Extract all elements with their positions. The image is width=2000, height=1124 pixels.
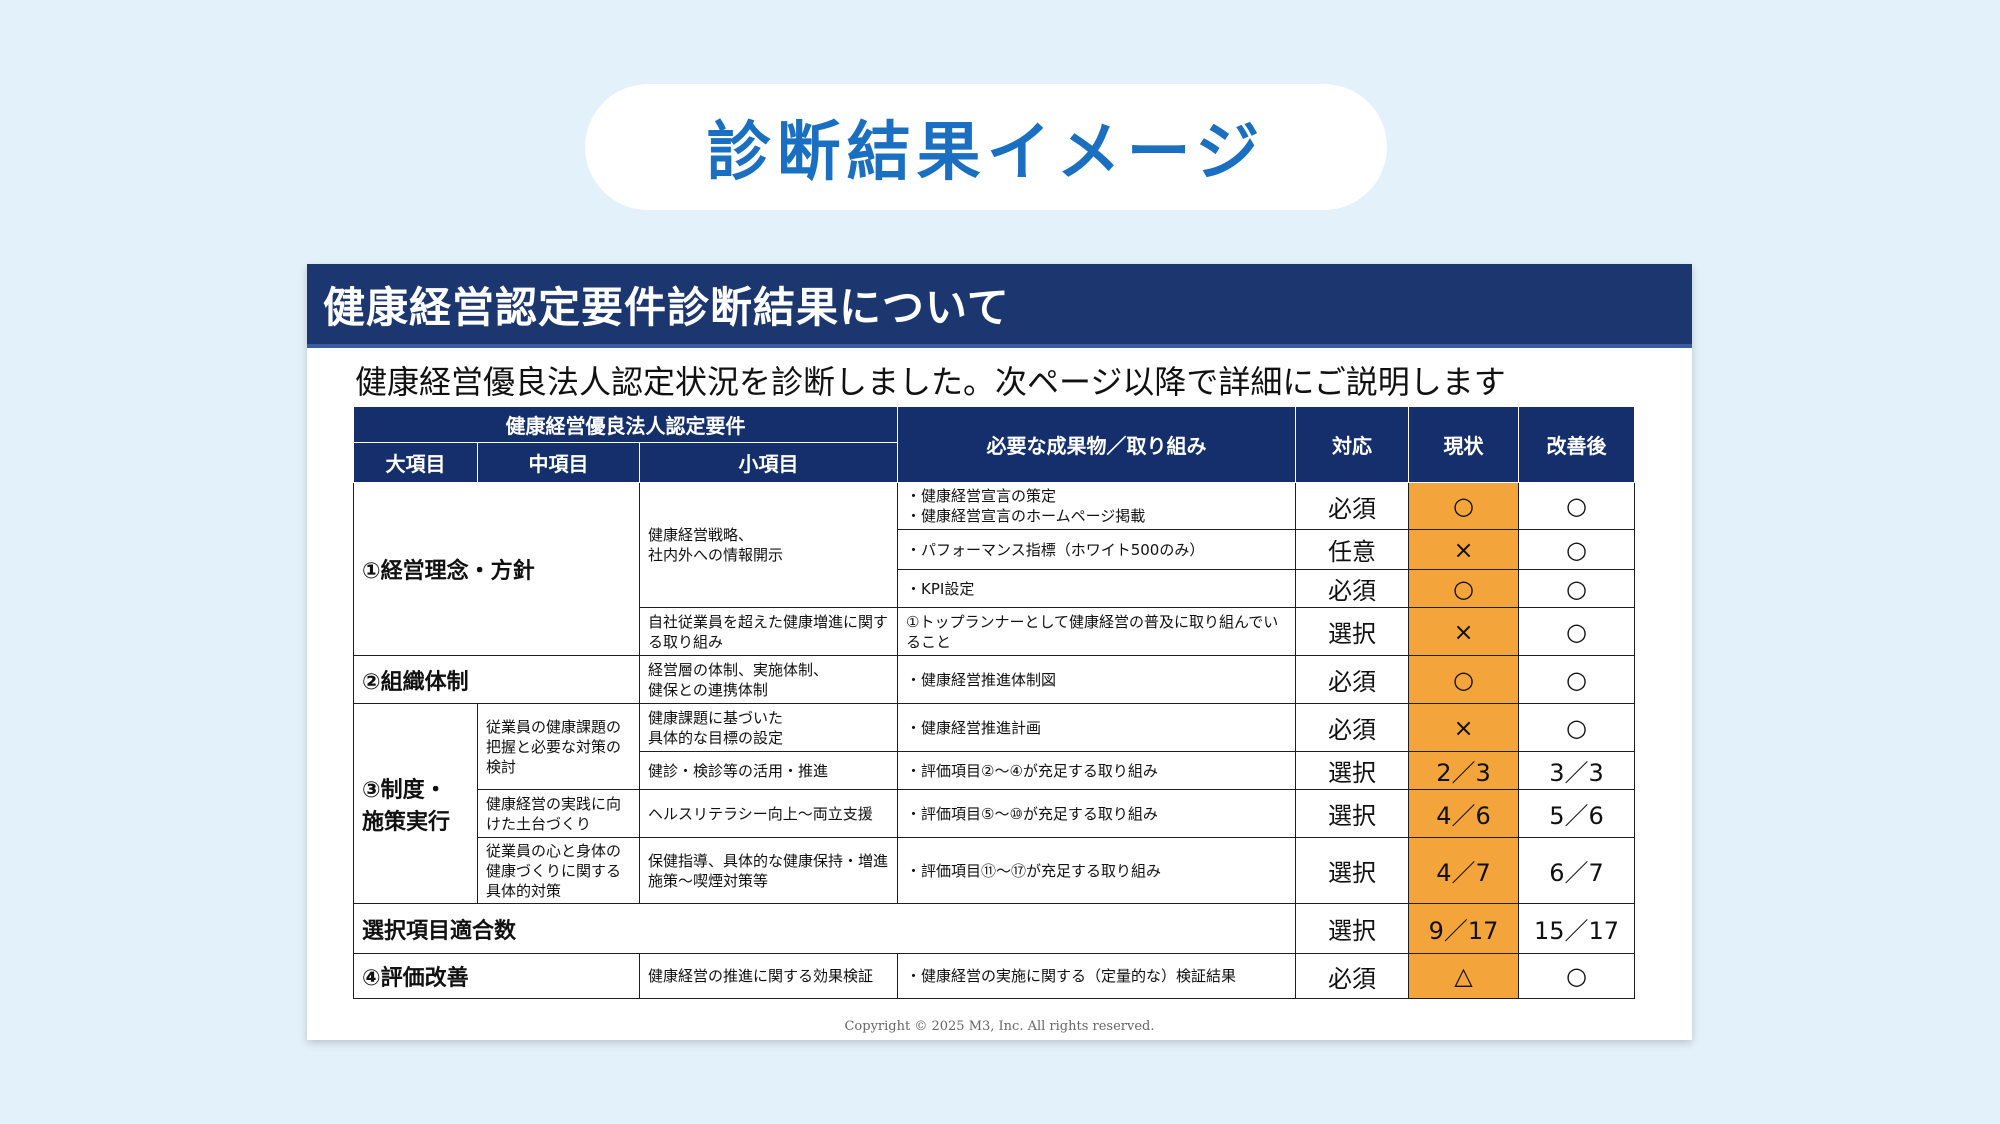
current-status-cell: ○ bbox=[1408, 655, 1520, 704]
header-improved: 改善後 bbox=[1518, 406, 1636, 483]
current-status-cell: 9／17 bbox=[1408, 903, 1520, 954]
table-row: ②組織体制 経営層の体制、実施体制、 健保との連携体制 ・健康経営推進体制図 必… bbox=[353, 655, 1636, 704]
improved-status-cell: ○ bbox=[1518, 607, 1636, 656]
header-deliverable: 必要な成果物／取り組み bbox=[897, 406, 1297, 483]
improved-status-cell: ○ bbox=[1518, 953, 1636, 999]
current-status-cell: ○ bbox=[1408, 569, 1520, 608]
minor-cell: ヘルスリテラシー向上～両立支援 bbox=[638, 789, 899, 838]
deliverable-cell: ①トップランナーとして健康経営の普及に取り組んでいること bbox=[897, 607, 1297, 656]
major-cell: ①経営理念・方針 bbox=[353, 482, 640, 656]
slide-title: 健康経営認定要件診断結果について bbox=[323, 282, 1010, 332]
current-status-cell: 2／3 bbox=[1408, 751, 1520, 790]
minor-cell: 保健指導、具体的な健康保持・増進施策～喫煙対策等 bbox=[638, 837, 899, 904]
table-row: ④評価改善 健康経営の推進に関する効果検証 ・健康経営の実施に関する（定量的な）… bbox=[353, 953, 1636, 999]
deliverable-cell: ・評価項目⑪～⑰が充足する取り組み bbox=[897, 837, 1297, 904]
improved-status-cell: ○ bbox=[1518, 482, 1636, 530]
major-cell: ④評価改善 bbox=[353, 953, 640, 999]
type-cell: 選択 bbox=[1295, 789, 1410, 838]
header-minor: 小項目 bbox=[638, 442, 899, 483]
header-group: 健康経営優良法人認定要件 bbox=[352, 406, 899, 443]
type-cell: 選択 bbox=[1295, 903, 1410, 954]
current-status-cell: × bbox=[1408, 703, 1520, 752]
improved-status-cell: 5／6 bbox=[1518, 789, 1636, 838]
improved-status-cell: ○ bbox=[1518, 529, 1636, 570]
deliverable-cell: ・評価項目②～④が充足する取り組み bbox=[897, 751, 1297, 790]
improved-status-cell: ○ bbox=[1518, 703, 1636, 752]
minor-cell: 健康経営の推進に関する効果検証 bbox=[638, 953, 899, 999]
table-row: ①経営理念・方針 健康経営戦略、 社内外への情報開示 ・健康経営宣言の策定 ・健… bbox=[353, 482, 1636, 656]
type-cell: 任意 bbox=[1295, 529, 1410, 570]
deliverable-cell: ・健康経営推進体制図 bbox=[897, 655, 1297, 704]
current-status-cell: × bbox=[1408, 529, 1520, 570]
minor-cell: 経営層の体制、実施体制、 健保との連携体制 bbox=[638, 655, 899, 704]
deliverable-cell: ・健康経営の実施に関する（定量的な）検証結果 bbox=[897, 953, 1297, 999]
header-row-1: 健康経営優良法人認定要件 必要な成果物／取り組み 対応 現状 改善後 bbox=[352, 406, 1636, 483]
header-current: 現状 bbox=[1408, 406, 1520, 483]
type-cell: 選択 bbox=[1295, 837, 1410, 904]
deliverable-cell: ・健康経営推進計画 bbox=[897, 703, 1297, 752]
banner-title: 診断結果イメージ bbox=[706, 116, 1266, 190]
type-cell: 選択 bbox=[1295, 751, 1410, 790]
title-banner: 診断結果イメージ bbox=[585, 84, 1387, 210]
table-row: 自社従業員を超えた健康増進に関する取り組み ①トップランナーとして健康経営の普及… bbox=[354, 607, 1636, 656]
middle-cell: 健康経営の実践に向けた土台づくり bbox=[477, 789, 640, 838]
slide: 健康経営認定要件診断結果について 健康経営優良法人認定状況を診断しました。次ペー… bbox=[307, 264, 1692, 1040]
improved-status-cell: 3／3 bbox=[1518, 751, 1636, 790]
header-middle: 中項目 bbox=[477, 442, 640, 483]
deliverable-cell: ・パフォーマンス指標（ホワイト500のみ） bbox=[897, 529, 1297, 570]
current-status-cell: × bbox=[1408, 607, 1520, 656]
type-cell: 必須 bbox=[1295, 655, 1410, 704]
copyright: Copyright © 2025 M3, Inc. All rights res… bbox=[844, 1019, 1155, 1034]
middle-cell: 従業員の心と身体の健康づくりに関する具体的対策 bbox=[477, 837, 640, 904]
deliverable-cell: ・健康経営宣言の策定 ・健康経営宣言のホームページ掲載 bbox=[897, 482, 1297, 530]
minor-cell: 健診・検診等の活用・推進 bbox=[638, 751, 899, 790]
type-cell: 必須 bbox=[1295, 482, 1410, 530]
type-cell: 必須 bbox=[1295, 703, 1410, 752]
table-row: 健康経営の実践に向けた土台づくり ヘルスリテラシー向上～両立支援 ・評価項目⑤～… bbox=[354, 789, 1636, 838]
selection-total-label: 選択項目適合数 bbox=[352, 903, 1297, 954]
improved-status-cell: 15／17 bbox=[1518, 903, 1636, 954]
type-cell: 必須 bbox=[1295, 569, 1410, 608]
minor-cell: 自社従業員を超えた健康増進に関する取り組み bbox=[638, 607, 899, 656]
table-row: 選択項目適合数 選択 9／17 15／17 bbox=[352, 903, 1636, 954]
deliverable-cell: ・評価項目⑤～⑩が充足する取り組み bbox=[897, 789, 1297, 838]
requirements-table: 健康経営優良法人認定要件 必要な成果物／取り組み 対応 現状 改善後 大項目 中… bbox=[352, 406, 1636, 999]
improved-status-cell: ○ bbox=[1518, 655, 1636, 704]
major-cell: ③制度・ 施策実行 bbox=[353, 703, 478, 904]
minor-cell: 健康課題に基づいた 具体的な目標の設定 bbox=[638, 703, 899, 752]
header-major: 大項目 bbox=[353, 442, 478, 483]
improved-status-cell: 6／7 bbox=[1518, 837, 1636, 904]
table-row: 従業員の心と身体の健康づくりに関する具体的対策 保健指導、具体的な健康保持・増進… bbox=[354, 837, 1636, 904]
major-cell: ②組織体制 bbox=[353, 655, 640, 704]
improved-status-cell: ○ bbox=[1518, 569, 1636, 608]
type-cell: 選択 bbox=[1295, 607, 1410, 656]
slide-subtitle: 健康経営優良法人認定状況を診断しました。次ページ以降で詳細にご説明します bbox=[355, 363, 1506, 401]
current-status-cell: ○ bbox=[1408, 482, 1520, 530]
deliverable-cell: ・KPI設定 bbox=[897, 569, 1297, 608]
minor-cell: 健康経営戦略、 社内外への情報開示 bbox=[638, 482, 899, 608]
current-status-cell: △ bbox=[1408, 953, 1520, 999]
middle-cell: 従業員の健康課題の把握と必要な対策の検討 bbox=[477, 703, 640, 790]
type-cell: 必須 bbox=[1295, 953, 1410, 999]
table-row: ③制度・ 施策実行 従業員の健康課題の把握と必要な対策の検討 健康課題に基づいた… bbox=[353, 703, 1636, 904]
current-status-cell: 4／7 bbox=[1408, 837, 1520, 904]
slide-header: 健康経営認定要件診断結果について bbox=[307, 264, 1692, 348]
header-type: 対応 bbox=[1295, 406, 1410, 483]
current-status-cell: 4／6 bbox=[1408, 789, 1520, 838]
